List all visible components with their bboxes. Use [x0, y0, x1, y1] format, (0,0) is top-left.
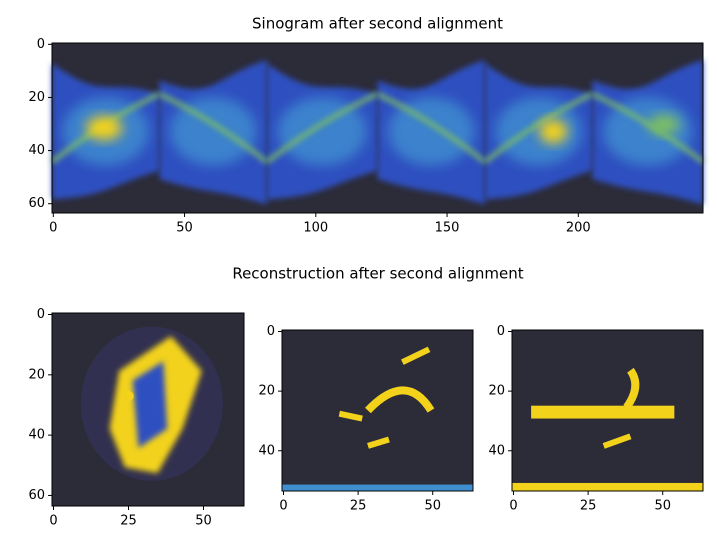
image-blob: [388, 97, 475, 166]
y-tick-label: 60: [28, 196, 45, 211]
x-tick-label: 0: [509, 499, 517, 514]
axes-frame: [51, 42, 704, 214]
x-tick-label: 0: [279, 499, 287, 514]
axes-frame: [511, 329, 704, 492]
y-tick-label: 0: [267, 324, 275, 339]
x-tick-label: 50: [176, 221, 193, 236]
image-curve: [367, 436, 390, 449]
y-tick-label: 20: [258, 384, 275, 399]
image-panel: [282, 330, 473, 491]
x-tick-label: 100: [303, 221, 328, 236]
suptitle: Reconstruction after second alignment: [232, 265, 523, 283]
image-edge: [512, 482, 703, 491]
image-streak: [483, 91, 594, 164]
x-tick-label: 0: [49, 221, 57, 236]
image-blob: [603, 97, 692, 166]
y-tick-label: 0: [37, 307, 45, 322]
image-streak: [591, 91, 705, 164]
image-streak: [376, 91, 487, 164]
x-tick-label: 0: [49, 514, 57, 529]
image-spot: [123, 390, 134, 401]
y-tick-label: 20: [28, 367, 45, 382]
image-warm: [647, 114, 680, 135]
x-tick-label: 50: [424, 499, 441, 514]
image-background: [282, 330, 473, 491]
x-tick-label: 150: [435, 221, 460, 236]
y-tick-label: 0: [37, 37, 45, 52]
y-tick-label: 40: [28, 428, 45, 443]
image-hot: [86, 116, 123, 140]
image-blob: [170, 97, 257, 166]
x-tick-label: 25: [580, 499, 597, 514]
y-tick-label: 60: [28, 488, 45, 503]
axes-frame: [281, 329, 474, 492]
image-curve: [602, 433, 632, 449]
x-tick-label: 50: [195, 514, 212, 529]
x-tick-label: 200: [566, 221, 591, 236]
image-panel: [512, 330, 703, 491]
x-tick-label: 50: [654, 499, 671, 514]
image-blob: [277, 97, 367, 166]
image-blob: [495, 97, 582, 166]
image-curve: [401, 346, 431, 365]
image-streak: [265, 91, 379, 164]
y-tick-label: 0: [497, 324, 505, 339]
image-curve: [623, 367, 640, 410]
axes-frame: [51, 312, 245, 507]
image-curve: [365, 386, 435, 414]
y-tick-label: 40: [258, 443, 275, 458]
image-panel: [52, 313, 244, 506]
image-shape: [132, 361, 168, 449]
y-tick-label: 20: [28, 90, 45, 105]
image-panel: [50, 43, 705, 213]
chart-title: Sinogram after second alignment: [252, 15, 503, 33]
image-hot: [539, 119, 568, 144]
x-tick-label: 25: [120, 514, 137, 529]
image-streak: [158, 91, 269, 164]
image-edge: [282, 484, 473, 491]
y-tick-label: 40: [28, 143, 45, 158]
image-curve: [338, 410, 363, 422]
x-tick-label: 25: [350, 499, 367, 514]
y-tick-label: 20: [488, 384, 505, 399]
y-tick-label: 40: [488, 443, 505, 458]
image-bar: [531, 405, 675, 419]
